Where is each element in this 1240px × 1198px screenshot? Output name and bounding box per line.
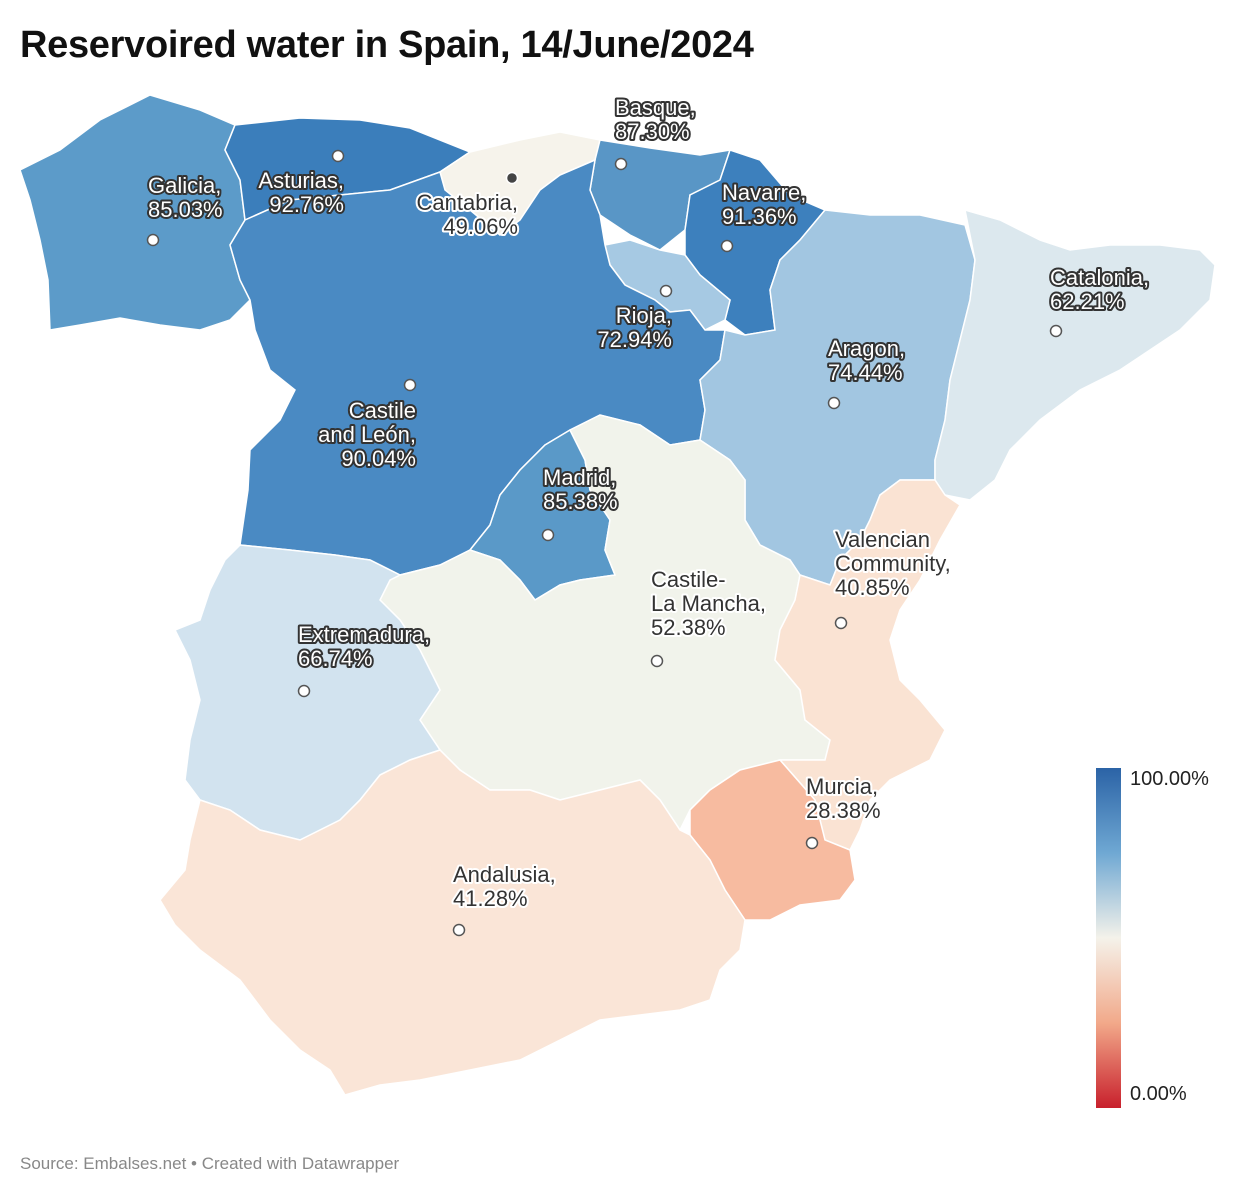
andalusia-marker bbox=[452, 923, 466, 937]
navarre-marker bbox=[720, 239, 734, 253]
valencian-community-label: Valencian Community, 40.85% bbox=[835, 527, 951, 600]
map-title: Reservoired water in Spain, 14/June/2024 bbox=[20, 24, 754, 66]
rioja-label: Rioja, 72.94% bbox=[597, 303, 672, 352]
castile-la-mancha-label: Castile-La Mancha, 52.38% bbox=[651, 567, 766, 640]
region-labels: Galicia, 85.03% Asturias, 92.76% Cantabria, 4… bbox=[146, 93, 1151, 913]
legend-min-label: 0.00% bbox=[1130, 1083, 1187, 1105]
legend-gradient-bar bbox=[1096, 768, 1121, 1108]
basque-marker bbox=[614, 157, 628, 171]
madrid-label: Madrid, 85.38% bbox=[543, 465, 618, 514]
andalusia-label: Andalusia, 41.28% bbox=[453, 862, 556, 911]
navarre-label: Navarre, 91.36% bbox=[722, 180, 806, 229]
extremadura-label: Extremadura, 66.74% bbox=[298, 622, 430, 671]
basque-label: Basque, 87.30% bbox=[615, 95, 696, 144]
regions-layer bbox=[19, 94, 1216, 1096]
castile-la-mancha-marker bbox=[650, 654, 664, 668]
aragon-label: Aragon, 74.44% bbox=[828, 336, 905, 385]
legend-max-label: 100.00% bbox=[1130, 768, 1209, 790]
color-legend bbox=[1096, 768, 1121, 1108]
cantabria-marker bbox=[505, 171, 519, 185]
rioja-marker bbox=[659, 284, 673, 298]
valencian-community-marker bbox=[834, 616, 848, 630]
asturias-label: Asturias, 92.76% bbox=[258, 168, 344, 217]
madrid-marker bbox=[541, 528, 555, 542]
murcia-label: Murcia, 28.38% bbox=[806, 774, 881, 823]
source-footer: Source: Embalses.net • Created with Data… bbox=[20, 1154, 400, 1173]
castile-leon-label: Castile and León, 90.04% bbox=[318, 398, 416, 471]
catalonia-marker bbox=[1049, 324, 1063, 338]
region-andalusia[interactable] bbox=[159, 749, 746, 1096]
region-catalonia[interactable] bbox=[934, 208, 1216, 501]
region-murcia[interactable] bbox=[689, 759, 856, 921]
aragon-marker bbox=[827, 396, 841, 410]
region-markers bbox=[146, 149, 1063, 937]
galicia-marker bbox=[146, 233, 160, 247]
asturias-marker bbox=[331, 149, 345, 163]
cantabria-label: Cantabria, 49.06% bbox=[416, 190, 518, 239]
extremadura-marker bbox=[297, 684, 311, 698]
castile-leon-marker bbox=[403, 378, 417, 392]
murcia-marker bbox=[805, 836, 819, 850]
galicia-label: Galicia, 85.03% bbox=[148, 173, 223, 222]
catalonia-label: Catalonia, 62.21% bbox=[1050, 265, 1149, 314]
